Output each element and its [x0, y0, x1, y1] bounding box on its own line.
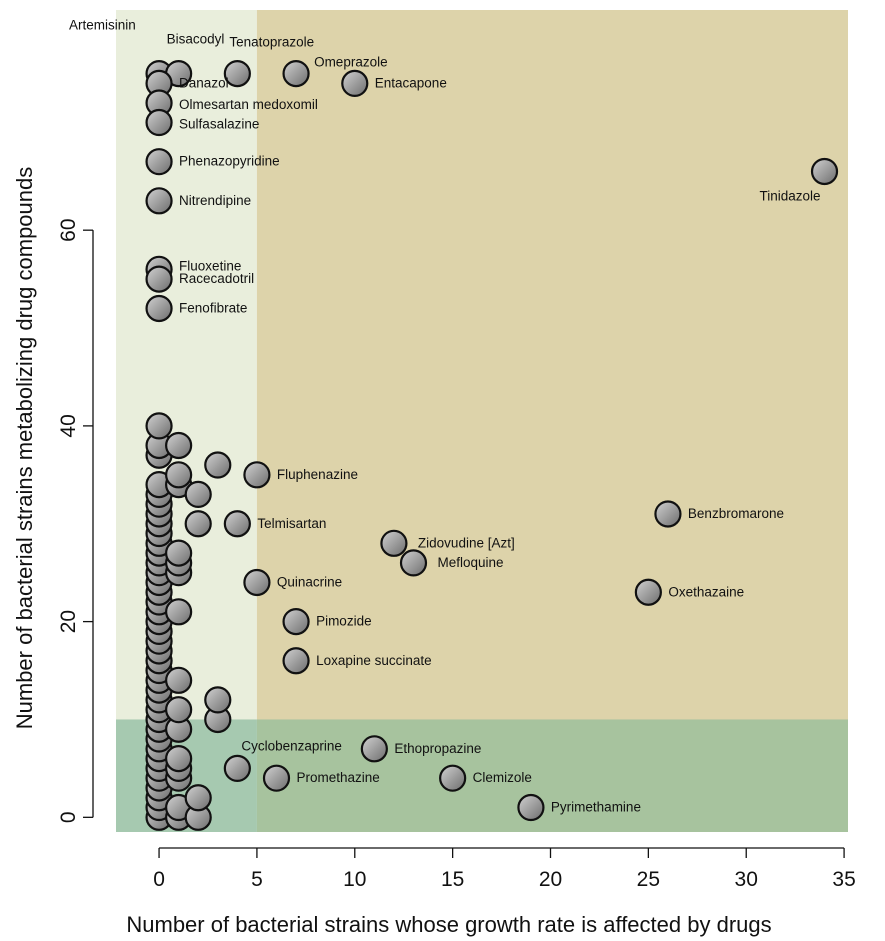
point-label: Mefloquine — [437, 555, 503, 570]
data-point-loxapine-succinate — [282, 647, 310, 675]
data-point-ethopropazine — [360, 735, 388, 763]
data-point — [165, 666, 193, 694]
data-point — [165, 539, 193, 567]
data-point-fluphenazine — [243, 461, 271, 489]
data-point-tinidazole — [810, 157, 839, 186]
data-point — [204, 451, 232, 479]
point-label: Telmisartan — [257, 516, 326, 531]
point-label: Loxapine succinate — [316, 653, 432, 668]
y-tick-label: 40 — [57, 414, 80, 437]
data-point-phenazopyridine — [145, 148, 173, 176]
y-tick-label: 20 — [57, 610, 80, 633]
x-tick-label: 5 — [251, 868, 263, 891]
background-region-bottom — [256, 719, 848, 832]
data-point — [165, 696, 193, 724]
point-label: Bisacodyl — [167, 32, 225, 47]
data-point — [165, 598, 193, 626]
point-label: Entacapone — [375, 75, 447, 90]
point-label: Omeprazole — [314, 55, 388, 70]
x-tick-label: 20 — [539, 868, 562, 891]
y-tick-label: 60 — [57, 218, 80, 241]
point-label: Tenatoprazole — [229, 35, 314, 50]
point-label: Benzbromarone — [688, 506, 784, 521]
y-axis-title: Number of bacterial strains metabolizing… — [12, 167, 37, 730]
point-labels: Artemisinin Bisacodyl TenatoprazoleOmepraz… — [69, 18, 820, 815]
data-points — [145, 60, 839, 831]
data-point-cyclobenzaprine — [223, 754, 251, 782]
y-tick-label: 0 — [57, 811, 80, 823]
data-point — [165, 461, 193, 489]
data-point — [184, 510, 212, 538]
point-label: Oxethazaine — [668, 584, 744, 599]
x-tick-label: 15 — [441, 868, 464, 891]
data-point-pimozide — [282, 608, 310, 636]
point-label: Pimozide — [316, 614, 372, 629]
background-region-right — [256, 10, 848, 832]
x-tick-label: 35 — [832, 868, 855, 891]
point-label: Fluoxetine — [179, 258, 241, 273]
point-label: Pyrimethamine — [551, 800, 641, 815]
x-tick-label: 25 — [637, 868, 660, 891]
point-label: Phenazopyridine — [179, 154, 280, 169]
point-label: Olmesartan medoxomil — [179, 97, 318, 112]
point-label: Quinacrine — [277, 574, 342, 589]
x-axis-title: Number of bacterial strains whose growth… — [126, 912, 771, 937]
data-point-benzbromarone — [654, 500, 682, 528]
point-label: Fluphenazine — [277, 467, 358, 482]
point-label: Cyclobenzaprine — [241, 738, 342, 753]
data-point-sulfasalazine — [145, 108, 173, 137]
data-point — [165, 745, 193, 773]
point-label: Tinidazole — [759, 188, 820, 203]
point-label: Sulfasalazine — [179, 117, 259, 132]
data-point-racecadotril — [145, 265, 173, 293]
data-point-zidovudine-azt — [380, 529, 408, 557]
x-tick-label: 0 — [153, 868, 165, 891]
data-point — [145, 412, 173, 440]
background-regions — [116, 10, 848, 832]
data-point — [204, 686, 232, 714]
data-point-fenofibrate — [145, 294, 173, 323]
data-point-oxethazaine — [634, 578, 662, 606]
point-label: Promethazine — [296, 770, 379, 785]
x-tick-label: 10 — [343, 868, 366, 891]
data-point-promethazine — [262, 764, 291, 792]
background-region-left — [116, 10, 257, 832]
point-label: Racecadotril — [179, 271, 254, 286]
data-point-quinacrine — [243, 568, 271, 597]
point-label: Fenofibrate — [179, 300, 247, 315]
data-point-omeprazole — [282, 60, 310, 88]
axes: 0 5 10 15 20 25 30 35 0 20 40 60 — [57, 218, 856, 891]
point-label: Danazol — [179, 75, 229, 90]
point-label: Nitrendipine — [179, 193, 251, 208]
point-label: Zidovudine [Azt] — [418, 535, 515, 550]
point-label: Artemisinin — [69, 18, 136, 33]
data-point — [165, 431, 193, 460]
point-label: Clemizole — [473, 770, 532, 785]
data-point-telmisartan — [223, 510, 251, 538]
data-point-entacapone — [341, 69, 369, 97]
data-point-clemizole — [439, 764, 467, 792]
data-point-mefloquine — [399, 549, 428, 577]
data-point-tenatoprazole — [223, 60, 251, 88]
point-label: Ethopropazine — [394, 741, 481, 756]
data-point-nitrendipine — [145, 187, 173, 215]
x-tick-label: 30 — [735, 868, 758, 891]
data-point — [184, 480, 212, 508]
data-point-pyrimethamine — [517, 793, 545, 822]
data-point — [184, 784, 212, 812]
